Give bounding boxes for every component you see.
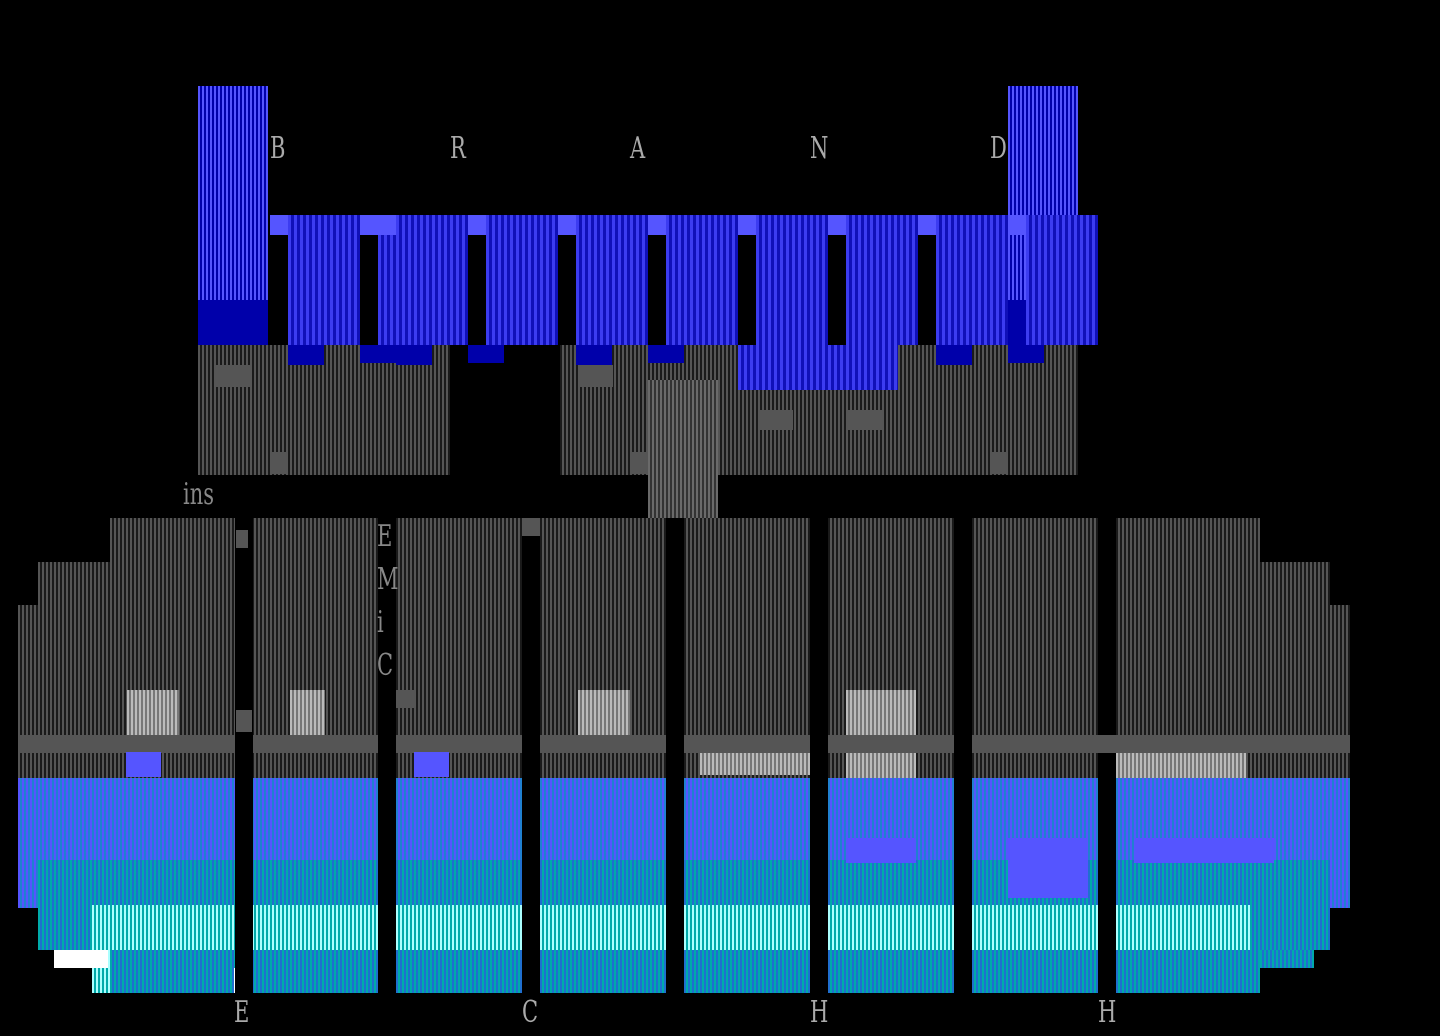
- arch-block: [576, 215, 648, 345]
- art-block: [288, 345, 324, 365]
- art-block: [848, 410, 883, 430]
- art-block: [414, 752, 449, 777]
- side-tag: ins: [183, 477, 215, 512]
- title-letter-d: D: [990, 131, 1007, 166]
- vertical-tag-c: C: [377, 648, 394, 683]
- art-block: [236, 530, 248, 548]
- arch-block: [1026, 215, 1098, 345]
- art-block: [126, 752, 161, 777]
- arch-top: [828, 215, 846, 235]
- vertical-gap: [522, 518, 540, 993]
- art-block: [522, 518, 540, 536]
- art-block: [1098, 735, 1116, 753]
- vertical-gap: [666, 518, 684, 993]
- art-block: [360, 345, 396, 363]
- title-letter-r: R: [450, 131, 466, 166]
- vertical-gap: [235, 518, 253, 993]
- art-block: [1008, 345, 1044, 363]
- art-block: [110, 950, 1260, 993]
- art-block: [648, 345, 684, 363]
- art-block: [468, 345, 504, 363]
- blue-pillar-left: [198, 86, 268, 341]
- gray-drip: [648, 380, 718, 520]
- art-block: [758, 410, 793, 430]
- title-letter-n: N: [810, 131, 829, 166]
- arch-block: [396, 215, 468, 345]
- vertical-gap: [954, 518, 972, 993]
- arch-top: [468, 215, 486, 235]
- art-block: [198, 300, 268, 345]
- arch-block: [666, 215, 738, 345]
- bottom-letter-h2: H: [1098, 995, 1117, 1030]
- art-block: [578, 690, 630, 735]
- vertical-gap: [1098, 518, 1116, 993]
- art-block: [396, 345, 432, 365]
- vertical-gap: [378, 518, 396, 993]
- art-block: [1134, 838, 1274, 863]
- bottom-letter-h1: H: [810, 995, 829, 1030]
- vertical-tag-m: M: [377, 562, 399, 597]
- vertical-gap: [810, 518, 828, 993]
- art-block: [215, 365, 250, 387]
- title-letter-a: A: [630, 131, 646, 166]
- highlight: [127, 690, 179, 735]
- art-block: [290, 690, 325, 735]
- art-block: [990, 452, 1008, 474]
- bottom-letter-e: E: [234, 995, 250, 1030]
- bottom-letter-c: C: [522, 995, 539, 1030]
- arch-top: [360, 215, 378, 235]
- art-block: [936, 345, 972, 365]
- arch-top: [648, 215, 666, 235]
- art-block: [1008, 838, 1088, 898]
- vertical-tag-e: E: [377, 519, 393, 554]
- art-block: [846, 838, 916, 863]
- art-block: [1260, 950, 1314, 968]
- arch-block: [846, 215, 918, 345]
- art-block: [270, 452, 288, 474]
- arch-block: [288, 215, 360, 345]
- arch-block: [486, 215, 558, 345]
- arch-block: [738, 345, 898, 390]
- art-block: [0, 993, 1440, 1036]
- art-block: [576, 345, 612, 365]
- art-block: [630, 452, 648, 474]
- arch-block: [756, 215, 828, 345]
- vertical-tag-i: i: [377, 605, 384, 640]
- white-highlight: [54, 950, 108, 968]
- art-block: [450, 345, 560, 475]
- title-letter-b: B: [270, 131, 286, 166]
- art-block: [578, 365, 613, 387]
- blue-pillar-right: [1008, 86, 1078, 341]
- gray-ledge: [18, 735, 1350, 753]
- arch-top: [1008, 215, 1026, 235]
- art-block: [236, 710, 252, 732]
- art-block: [396, 690, 414, 708]
- arch-block: [936, 215, 1008, 345]
